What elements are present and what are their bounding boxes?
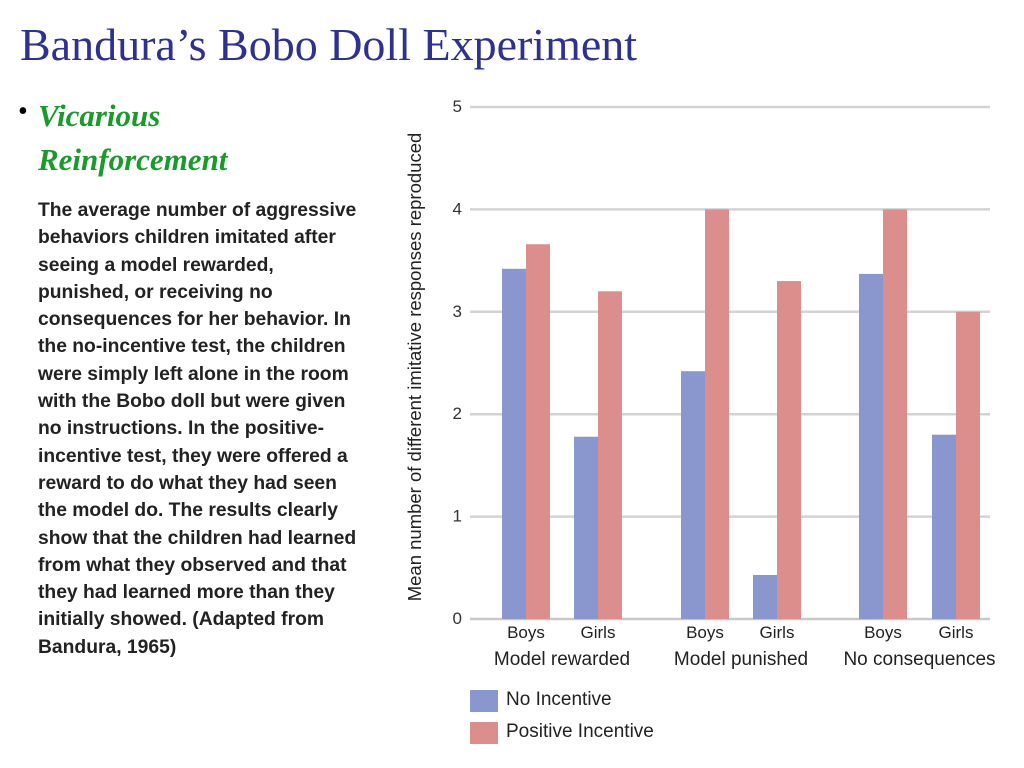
y-tick-label: 2 — [453, 404, 462, 423]
bar — [502, 268, 526, 619]
x-tick-label: Boys — [507, 623, 545, 642]
bar — [956, 311, 980, 619]
y-tick-label: 3 — [453, 302, 462, 321]
bar — [681, 371, 705, 619]
slide-title: Bandura’s Bobo Doll Experiment — [20, 19, 638, 70]
bar — [705, 209, 729, 619]
legend-swatch — [470, 722, 498, 744]
bar — [859, 273, 883, 619]
bar — [574, 436, 598, 619]
y-tick-label: 4 — [453, 199, 462, 218]
group-label: Model rewarded — [494, 649, 630, 670]
legend-label: No Incentive — [506, 689, 612, 710]
x-tick-label: Girls — [760, 623, 795, 642]
legend-label: Positive Incentive — [506, 721, 654, 742]
bullet-heading: Vicarious Reinforcement — [38, 98, 228, 177]
y-tick-label: 1 — [453, 507, 462, 526]
x-tick-label: Girls — [581, 623, 616, 642]
group-label: No consequences — [843, 649, 995, 670]
description-paragraph: The average number of aggressive behavio… — [38, 200, 357, 658]
group-label: Model punished — [674, 649, 808, 670]
bar — [598, 291, 622, 619]
x-tick-label: Boys — [864, 623, 902, 642]
y-axis-label: Mean number of different imitative respo… — [404, 133, 425, 602]
bar — [526, 244, 550, 619]
legend-swatch — [470, 690, 498, 712]
bar — [777, 281, 801, 619]
x-tick-label: Boys — [686, 623, 724, 642]
y-tick-label: 0 — [453, 609, 462, 628]
y-tick-label: 5 — [453, 97, 462, 116]
bar — [753, 574, 777, 619]
bullet-dot: • — [18, 96, 28, 127]
bar — [883, 209, 907, 619]
x-tick-label: Girls — [939, 623, 974, 642]
bar — [932, 434, 956, 619]
